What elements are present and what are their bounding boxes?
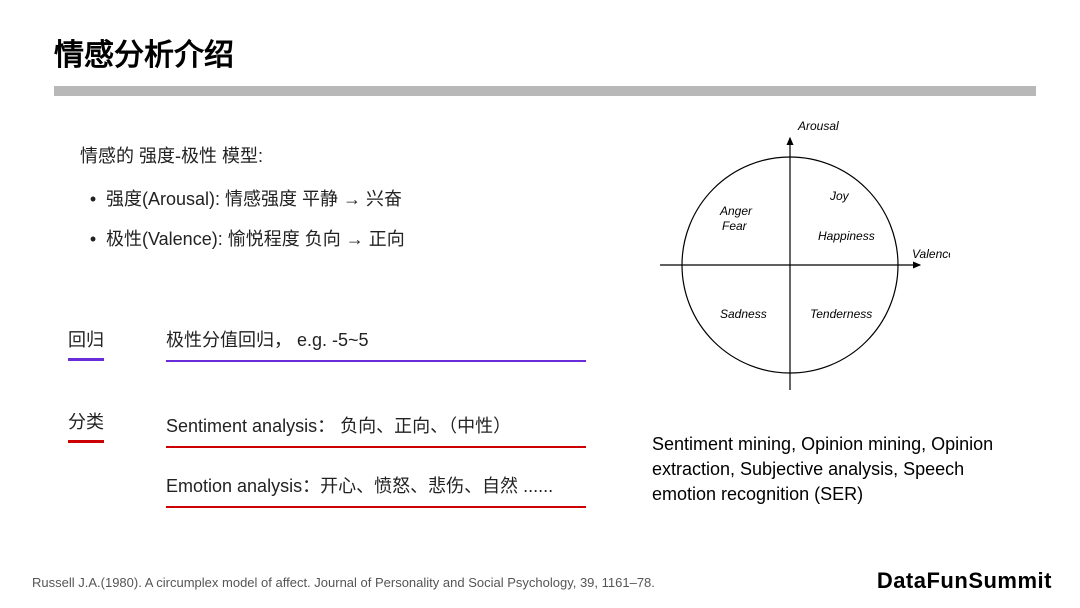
emotion-label: Joy (829, 189, 850, 203)
classification-row-1: Sentiment analysis： 负向、正向、（中性） (166, 412, 586, 448)
classification-label: 分类 (68, 408, 104, 443)
emotion-label: Sadness (720, 307, 767, 321)
emotion-label: Fear (722, 219, 748, 233)
brand-logo-text: DataFunSummit (877, 568, 1052, 594)
classification-underline-2 (166, 506, 586, 508)
regression-label-block: 回归 (68, 326, 104, 361)
circumplex-diagram: Arousal Valence Anger Fear Joy Happiness… (630, 110, 950, 410)
bullet-item: •极性(Valence): 愉悦程度 负向 → 正向 (80, 220, 620, 260)
bullet-text: 强度(Arousal): 情感强度 平静 → 兴奋 (106, 189, 402, 209)
classification-text-1: Sentiment analysis： 负向、正向、（中性） (166, 412, 586, 446)
left-column: 情感的 强度-极性 模型: •强度(Arousal): 情感强度 平静 → 兴奋… (80, 138, 620, 259)
emotion-label: Tenderness (810, 307, 872, 321)
diagram-svg: Arousal Valence Anger Fear Joy Happiness… (630, 110, 950, 410)
classification-text-2: Emotion analysis：开心、愤怒、悲伤、自然 ...... (166, 472, 586, 506)
arousal-axis-label: Arousal (797, 119, 839, 133)
emotion-label: Anger (719, 204, 753, 218)
classification-row-2: Emotion analysis：开心、愤怒、悲伤、自然 ...... (166, 472, 586, 508)
classification-label-block: 分类 (68, 408, 104, 443)
citation-text: Russell J.A.(1980). A circumplex model o… (32, 575, 655, 590)
lead-text: 情感的 强度-极性 模型: (80, 138, 620, 174)
bullet-item: •强度(Arousal): 情感强度 平静 → 兴奋 (80, 180, 620, 220)
bullet-list: •强度(Arousal): 情感强度 平静 → 兴奋 •极性(Valence):… (80, 180, 620, 259)
regression-text: 极性分值回归， e.g. -5~5 (166, 326, 586, 360)
bullet-text: 极性(Valence): 愉悦程度 负向 → 正向 (106, 229, 405, 249)
title-rule (54, 86, 1036, 96)
slide-title: 情感分析介绍 (54, 30, 234, 74)
slide-root: 情感分析介绍 情感的 强度-极性 模型: •强度(Arousal): 情感强度 … (0, 0, 1080, 608)
classification-underline-1 (166, 446, 586, 448)
regression-label: 回归 (68, 326, 104, 361)
right-caption: Sentiment mining, Opinion mining, Opinio… (652, 432, 1012, 508)
emotion-label: Happiness (818, 229, 875, 243)
regression-underline (166, 360, 586, 362)
valence-axis-label: Valence (912, 247, 950, 261)
regression-body: 极性分值回归， e.g. -5~5 (166, 326, 586, 362)
